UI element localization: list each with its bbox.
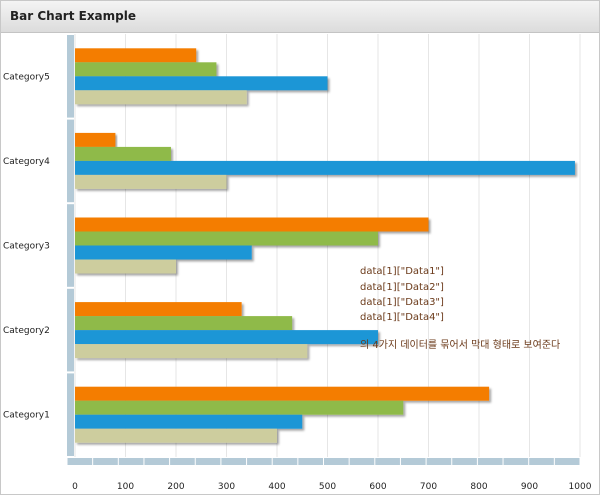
bar-data3-category4 — [75, 160, 575, 175]
x-tick-label: 200 — [167, 482, 184, 492]
annotation-line: 의 4가지 데이터를 묶어서 막대 형태로 보여준다 — [360, 339, 560, 351]
x-tick-label: 100 — [117, 482, 134, 492]
bar-data3-category3 — [75, 245, 252, 260]
y-category-label: Category5 — [3, 72, 50, 82]
x-axis-segment — [452, 458, 477, 465]
annotation-line: data[1]["Data3"] — [360, 297, 444, 308]
x-axis-segment — [324, 458, 349, 465]
x-axis-segment — [529, 458, 554, 465]
bar-data2-category3 — [75, 231, 378, 246]
y-category-label: Category2 — [3, 326, 50, 336]
y-axis-segment — [67, 373, 74, 456]
bar-data1-category5 — [75, 48, 197, 63]
x-axis-segment — [195, 458, 221, 465]
x-axis-segment — [144, 458, 170, 465]
bar-data1-category2 — [75, 302, 242, 317]
x-tick-label: 500 — [319, 482, 336, 492]
x-axis-segment — [247, 458, 272, 465]
x-axis-segment — [272, 458, 298, 465]
x-axis-segment — [298, 458, 323, 465]
y-axis-segment — [67, 35, 74, 118]
x-axis-segment — [477, 458, 503, 465]
x-tick-label: 0 — [72, 482, 78, 492]
bar-data2-category4 — [75, 146, 171, 161]
x-axis-segment — [400, 458, 426, 465]
x-axis-segment — [118, 458, 144, 465]
bar-data2-category2 — [75, 316, 293, 331]
bar-data2-category5 — [75, 62, 217, 77]
y-category-label: Category3 — [3, 242, 50, 252]
x-axis-segment — [375, 458, 400, 465]
y-category-label: Category4 — [3, 157, 50, 167]
x-axis-segment — [349, 458, 375, 465]
bars — [75, 48, 575, 443]
x-tick-label: 300 — [218, 482, 235, 492]
y-category-label: Category1 — [3, 411, 50, 421]
x-tick-label: 900 — [521, 482, 538, 492]
x-tick-label: 1000 — [569, 482, 592, 492]
bar-data3-category1 — [75, 414, 303, 429]
x-axis-segment — [503, 458, 529, 465]
x-tick-label: 600 — [369, 482, 386, 492]
annotation: data[1]["Data1"] data[1]["Data2"] data[1][… — [360, 266, 560, 351]
bar-data1-category3 — [75, 217, 429, 232]
x-tick-label: 700 — [420, 482, 437, 492]
y-axis-segment — [67, 119, 74, 203]
x-axis-segment — [221, 458, 247, 465]
bar-data4-category1 — [75, 428, 277, 443]
y-axis-segment — [67, 288, 74, 372]
annotation-line: data[1]["Data1"] — [360, 266, 444, 277]
x-axis-segment — [426, 458, 452, 465]
bar-data4-category3 — [75, 259, 176, 274]
annotation-line: data[1]["Data2"] — [360, 282, 444, 293]
x-tick-label: 400 — [268, 482, 285, 492]
x-axis-segment — [67, 458, 93, 465]
axes — [67, 35, 580, 465]
x-tick-label: 800 — [470, 482, 487, 492]
chart-title: Bar Chart Example — [10, 9, 136, 23]
bar-data2-category1 — [75, 400, 404, 415]
y-axis-segment — [67, 204, 74, 287]
bar-data3-category5 — [75, 76, 328, 91]
bar-data3-category2 — [75, 330, 378, 345]
bar-data1-category1 — [75, 386, 490, 401]
x-axis-segment — [554, 458, 580, 465]
panel-header: Bar Chart Example — [1, 1, 599, 33]
bar-data1-category4 — [75, 132, 116, 147]
bar-data4-category2 — [75, 344, 308, 359]
x-axis-segment — [93, 458, 118, 465]
bar-data4-category4 — [75, 174, 227, 189]
annotation-line: data[1]["Data4"] — [360, 312, 444, 323]
labels: 0 100 200 300 400 500 600 700 800 900 1000 Category… — [3, 72, 592, 492]
x-axis-segment — [170, 458, 195, 465]
bar-data4-category5 — [75, 90, 247, 105]
